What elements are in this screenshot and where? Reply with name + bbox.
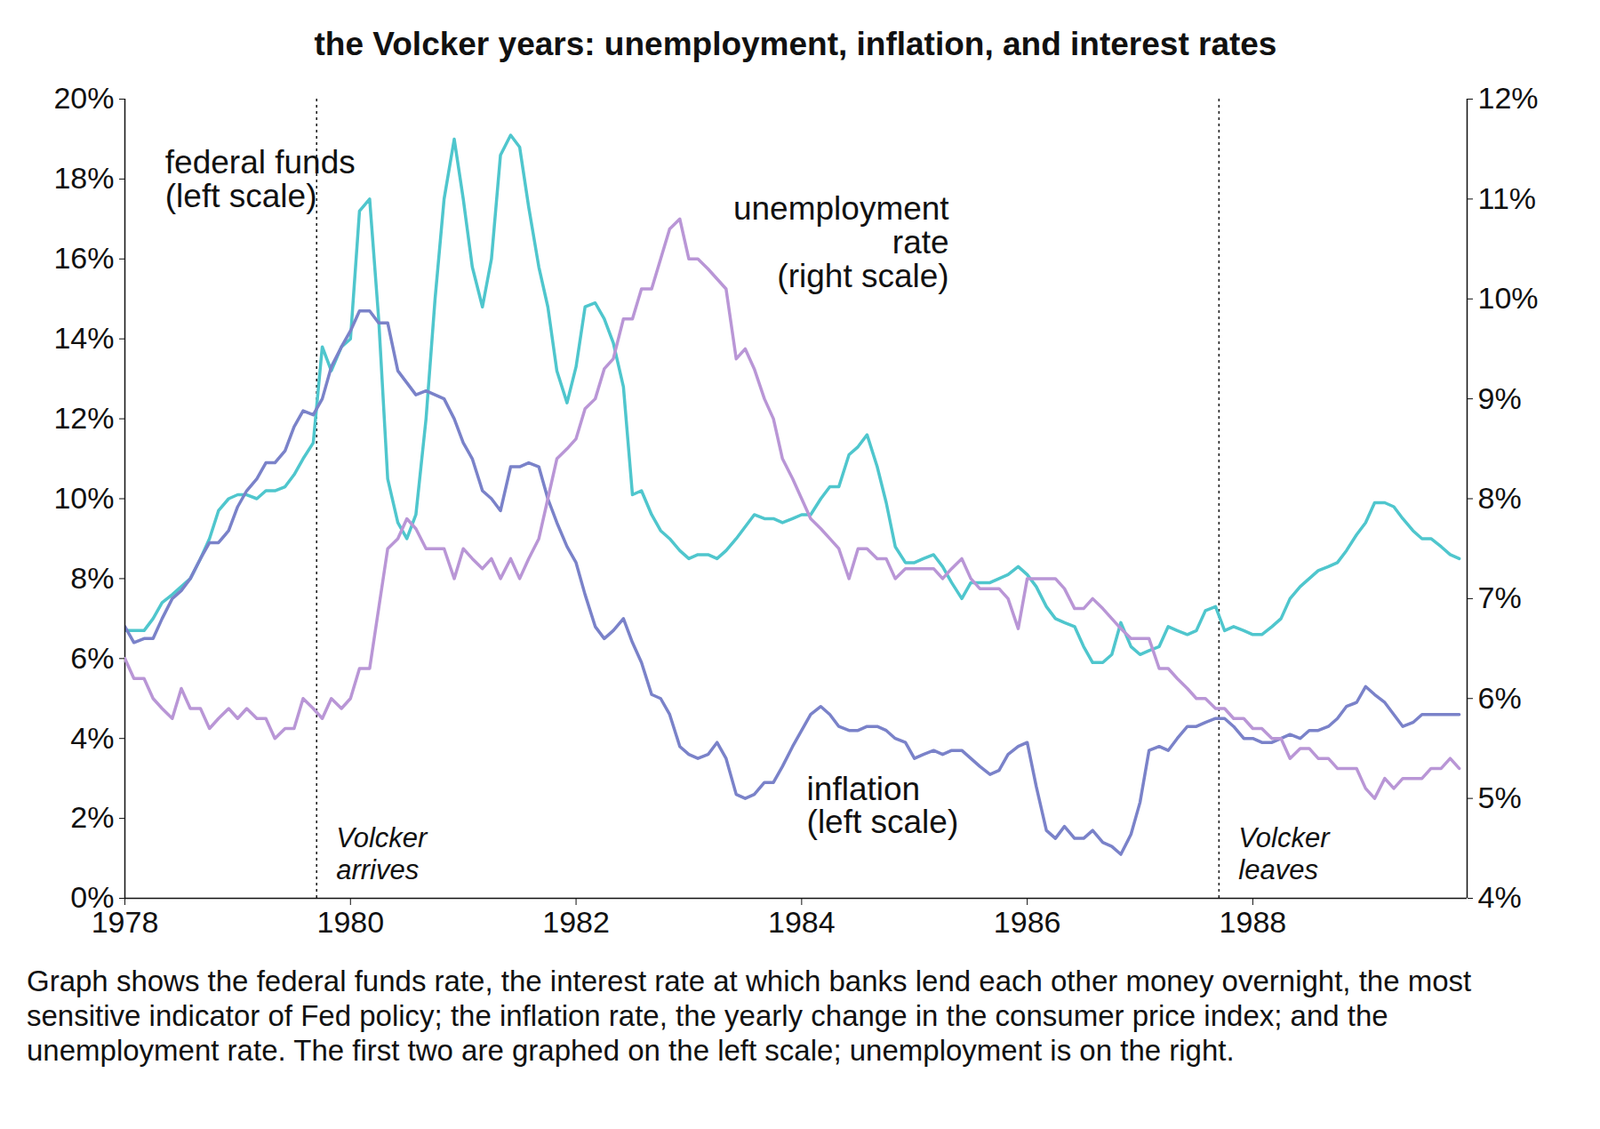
svg-text:Volckerleaves: Volckerleaves xyxy=(1238,822,1331,886)
svg-text:10%: 10% xyxy=(53,480,114,515)
html-text:Graph shows the federal funds: Graph shows the federal funds rate, the … xyxy=(26,964,1472,1067)
svg-text:7%: 7% xyxy=(1478,580,1522,615)
svg-text:10%: 10% xyxy=(1478,280,1539,315)
svg-text:5%: 5% xyxy=(1478,780,1522,815)
svg-text:unemploymentrate(right scale): unemploymentrate(right scale) xyxy=(733,190,950,294)
svg-text:12%: 12% xyxy=(53,400,114,435)
html-text:the Volcker years: unemploymen: the Volcker years: unemployment, inflati… xyxy=(314,25,1277,63)
svg-text:16%: 16% xyxy=(53,240,114,275)
svg-text:1982: 1982 xyxy=(542,904,610,939)
svg-text:11%: 11% xyxy=(1478,181,1537,216)
svg-text:inflation(left scale): inflation(left scale) xyxy=(807,770,960,841)
svg-text:1986: 1986 xyxy=(993,904,1062,939)
svg-text:4%: 4% xyxy=(70,720,114,755)
svg-text:Volckerarrives: Volckerarrives xyxy=(336,822,429,886)
svg-text:6%: 6% xyxy=(70,640,114,675)
svg-text:1978: 1978 xyxy=(91,904,160,939)
svg-text:1988: 1988 xyxy=(1219,904,1288,939)
svg-text:federal funds(left scale): federal funds(left scale) xyxy=(165,144,356,215)
svg-text:18%: 18% xyxy=(53,160,114,195)
svg-text:12%: 12% xyxy=(1478,80,1539,115)
svg-text:6%: 6% xyxy=(1478,680,1522,715)
svg-text:0%: 0% xyxy=(70,880,115,915)
svg-text:2%: 2% xyxy=(70,800,114,834)
svg-text:8%: 8% xyxy=(1478,480,1522,515)
svg-text:9%: 9% xyxy=(1478,381,1522,416)
svg-text:8%: 8% xyxy=(70,560,114,595)
svg-text:14%: 14% xyxy=(53,320,114,355)
svg-text:1980: 1980 xyxy=(316,904,384,939)
svg-text:20%: 20% xyxy=(53,80,114,115)
svg-text:4%: 4% xyxy=(1478,880,1522,914)
svg-text:1984: 1984 xyxy=(768,904,836,939)
